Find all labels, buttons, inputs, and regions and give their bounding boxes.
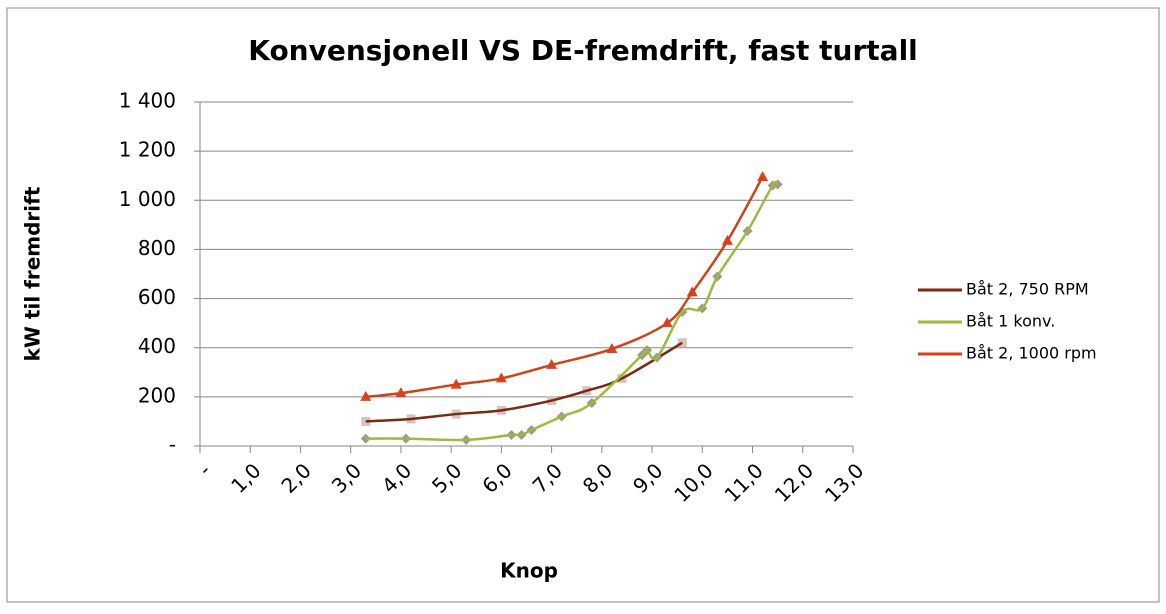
legend-label: Båt 2, 1000 rpm — [966, 344, 1097, 363]
legend-label: Båt 2, 750 RPM — [966, 280, 1089, 299]
y-tick-label: 200 — [138, 383, 176, 407]
y-tick-label: 800 — [138, 236, 176, 260]
y-tick-label: 1 200 — [119, 138, 176, 162]
x-axis-label: Knop — [500, 559, 558, 583]
chart-border — [6, 7, 1160, 603]
series-line — [365, 341, 683, 423]
chart-title: Konvensjonell VS DE-fremdrift, fast turt… — [248, 34, 918, 67]
y-tick-label: 600 — [138, 285, 176, 309]
y-tick-label: 1 000 — [119, 187, 176, 211]
y-tick-label: - — [169, 433, 176, 457]
series-line — [365, 176, 764, 399]
y-tick-label: 1 400 — [119, 89, 176, 113]
y-axis-label: kW til fremdrift — [21, 186, 45, 361]
marker — [757, 170, 769, 181]
y-tick-label: 400 — [138, 334, 176, 358]
series-line — [365, 180, 779, 442]
legend-label: Båt 1 konv. — [966, 312, 1055, 331]
